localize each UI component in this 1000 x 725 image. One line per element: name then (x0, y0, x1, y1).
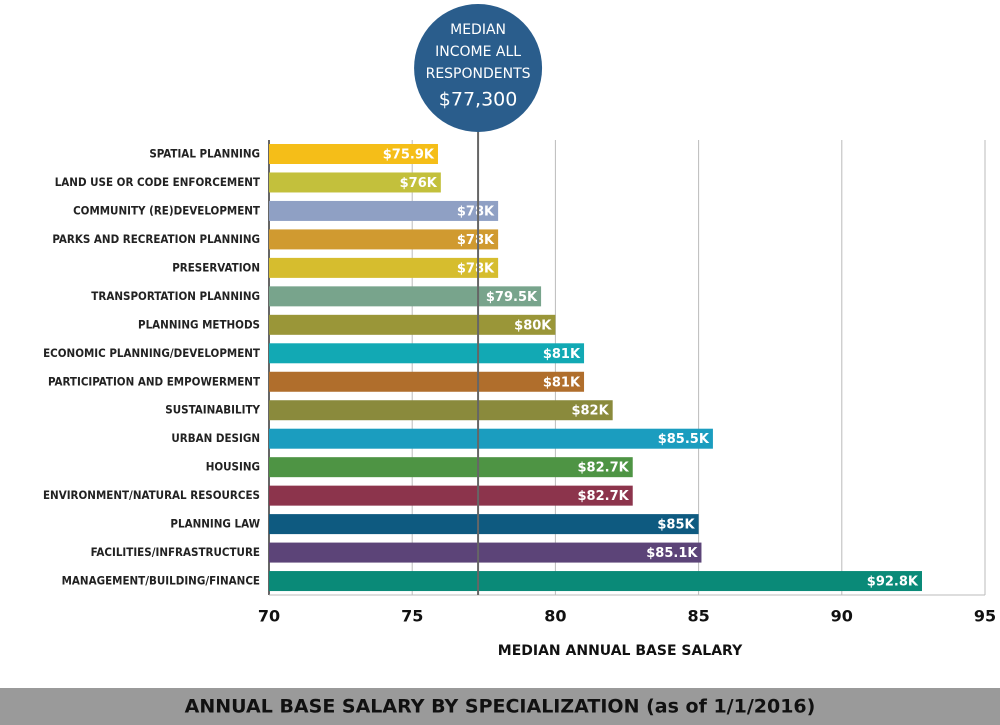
value-label: $85.1K (646, 546, 698, 561)
bar (269, 144, 438, 164)
x-tick-label: 70 (258, 607, 280, 626)
x-tick-label: 95 (974, 607, 996, 626)
bar (269, 286, 542, 307)
median-text: MEDIAN (450, 22, 506, 38)
bar (269, 229, 499, 250)
bar (269, 428, 713, 449)
bar (269, 371, 585, 392)
bar (269, 200, 499, 221)
x-tick-label: 85 (687, 607, 709, 626)
value-label: $80K (514, 318, 552, 333)
value-label: $75.9K (383, 148, 435, 163)
x-tick-label: 80 (544, 607, 566, 626)
title-banner (0, 688, 1000, 725)
value-label: $78K (457, 261, 495, 276)
bar (269, 400, 613, 421)
bar (269, 172, 441, 193)
value-label: $81K (543, 375, 581, 390)
value-label: $92.8K (867, 575, 919, 590)
value-label: $85.5K (658, 432, 710, 447)
category-label: SPATIAL PLANNING (149, 147, 260, 161)
bar (269, 514, 699, 535)
category-label: HOUSING (206, 460, 260, 474)
median-text: RESPONDENTS (426, 66, 531, 82)
value-label: $78K (457, 233, 495, 248)
category-label: PARTICIPATION AND EMPOWERMENT (48, 374, 260, 388)
x-axis-label: MEDIAN ANNUAL BASE SALARY (498, 643, 743, 659)
value-label: $81K (543, 347, 581, 362)
category-label: PARKS AND RECREATION PLANNING (52, 232, 260, 246)
bar (269, 542, 702, 563)
category-label: PLANNING METHODS (138, 317, 260, 331)
chart-title: ANNUAL BASE SALARY BY SPECIALIZATION (as… (185, 696, 816, 718)
bar (269, 343, 585, 364)
value-label: $82.7K (578, 461, 630, 476)
bar (269, 571, 922, 592)
category-label: SUSTAINABILITY (165, 403, 260, 417)
bar (269, 314, 556, 335)
bar (269, 457, 633, 478)
value-label: $79.5K (486, 290, 538, 305)
value-label: $78K (457, 204, 495, 219)
median-badge (414, 4, 543, 132)
category-label: PLANNING LAW (170, 517, 260, 531)
category-label: URBAN DESIGN (171, 431, 260, 445)
median-text: INCOME ALL (435, 44, 521, 60)
category-label: COMMUNITY (RE)DEVELOPMENT (73, 203, 260, 217)
category-label: PRESERVATION (172, 260, 260, 274)
value-label: $82K (571, 404, 609, 419)
value-label: $76K (400, 176, 438, 191)
category-label: MANAGEMENT/BUILDING/FINANCE (62, 574, 260, 588)
category-label: ENVIRONMENT/NATURAL RESOURCES (43, 488, 260, 502)
category-label: ECONOMIC PLANNING/DEVELOPMENT (43, 346, 260, 360)
category-label: TRANSPORTATION PLANNING (91, 289, 260, 303)
category-label: LAND USE OR CODE ENFORCEMENT (55, 175, 260, 189)
bar (269, 485, 633, 506)
value-label: $85K (657, 518, 695, 533)
x-tick-label: 90 (831, 607, 853, 626)
x-tick-label: 75 (401, 607, 423, 626)
bar (269, 257, 499, 278)
category-label: FACILITIES/INFRASTRUCTURE (91, 545, 260, 559)
value-label: $82.7K (578, 489, 630, 504)
median-value: $77,300 (439, 89, 518, 111)
